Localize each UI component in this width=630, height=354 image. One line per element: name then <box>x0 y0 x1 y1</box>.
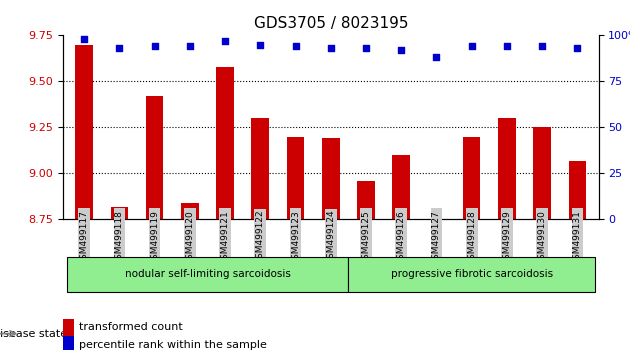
Text: GSM499129: GSM499129 <box>502 210 512 264</box>
Text: GSM499121: GSM499121 <box>220 210 229 264</box>
Bar <box>392 155 410 219</box>
Point <box>290 44 301 49</box>
Text: GSM499120: GSM499120 <box>185 210 194 264</box>
Text: GSM499126: GSM499126 <box>397 210 406 264</box>
Text: transformed count: transformed count <box>79 322 183 332</box>
Bar <box>322 138 340 219</box>
Text: GSM499124: GSM499124 <box>326 210 335 264</box>
Bar <box>534 127 551 219</box>
Point <box>326 45 336 51</box>
Bar <box>498 118 516 219</box>
Bar <box>287 137 304 219</box>
Point <box>79 36 89 42</box>
Text: GSM499128: GSM499128 <box>467 210 476 264</box>
Text: GSM499127: GSM499127 <box>432 210 441 264</box>
Bar <box>216 67 234 219</box>
Text: GSM499125: GSM499125 <box>362 210 370 264</box>
Text: GSM499130: GSM499130 <box>537 210 547 265</box>
Text: disease state: disease state <box>0 329 67 339</box>
Text: GSM499122: GSM499122 <box>256 210 265 264</box>
Point <box>114 45 124 51</box>
Bar <box>63 319 74 336</box>
Point <box>185 44 195 49</box>
Text: progressive fibrotic sarcoidosis: progressive fibrotic sarcoidosis <box>391 269 553 279</box>
Text: GSM499123: GSM499123 <box>291 210 300 264</box>
Bar <box>357 181 375 219</box>
Point <box>502 44 512 49</box>
Text: percentile rank within the sample: percentile rank within the sample <box>79 340 267 350</box>
Bar <box>251 118 269 219</box>
Point <box>537 44 547 49</box>
Point <box>572 45 582 51</box>
Bar <box>181 203 198 219</box>
Point <box>361 45 371 51</box>
Bar <box>348 257 595 292</box>
Bar <box>63 336 74 354</box>
Point <box>432 55 442 60</box>
Point <box>396 47 406 53</box>
Point <box>149 44 159 49</box>
Point <box>220 38 230 44</box>
Bar <box>568 161 586 219</box>
Bar <box>67 257 348 292</box>
Text: GSM499131: GSM499131 <box>573 210 582 265</box>
Point <box>255 42 265 47</box>
Bar <box>76 45 93 219</box>
Title: GDS3705 / 8023195: GDS3705 / 8023195 <box>253 16 408 32</box>
Point <box>467 44 477 49</box>
Text: nodular self-limiting sarcoidosis: nodular self-limiting sarcoidosis <box>125 269 290 279</box>
Bar <box>110 207 128 219</box>
Bar <box>463 137 481 219</box>
Bar <box>146 96 163 219</box>
Text: GSM499118: GSM499118 <box>115 210 124 265</box>
Text: GSM499119: GSM499119 <box>150 210 159 265</box>
Text: GSM499117: GSM499117 <box>79 210 89 265</box>
